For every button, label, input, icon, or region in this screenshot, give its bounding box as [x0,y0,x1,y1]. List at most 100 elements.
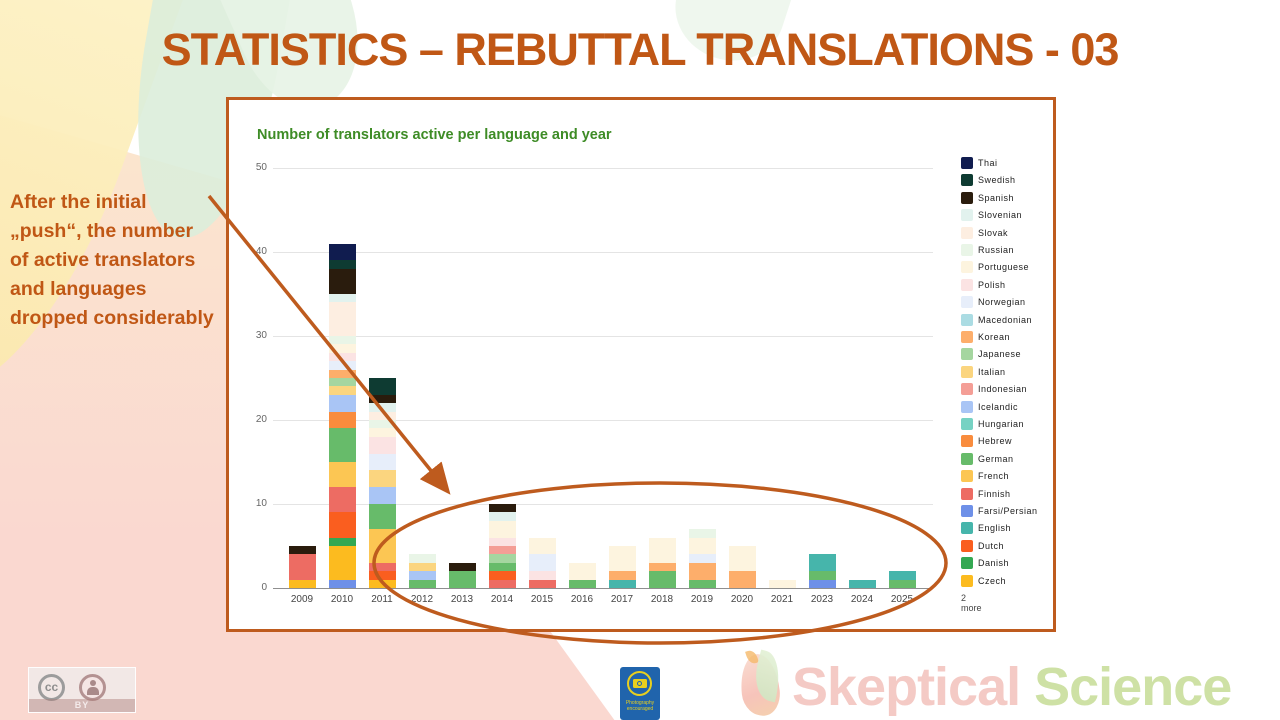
bar-segment-polish [328,352,356,362]
bar-segment-dutch [368,571,396,580]
brand-word-science: Science [1034,657,1232,717]
annotation-line: „push“, the number [10,220,194,242]
bar-segment-english [888,571,916,580]
legend-swatch-icon [961,296,973,309]
bar-segment-icelandic [328,394,356,412]
x-axis-tick-label: 2018 [650,594,674,605]
legend-label: Hungarian [978,419,1025,429]
person-head-icon [90,680,96,686]
bar-segment-slovenian [368,403,396,412]
legend-label: German [978,453,1014,464]
bar-segment-russian [408,554,436,563]
legend-label: Slovenian [978,210,1023,221]
legend-swatch-icon [961,313,973,326]
bar-segment-czech [288,579,316,588]
bar-segment-thai [328,243,356,261]
legend-swatch-icon [961,505,973,517]
legend-swatch-icon [961,157,973,169]
x-axis-tick-label: 2020 [730,594,754,605]
x-axis-tick-label: 2010 [330,594,354,605]
legend-label: Polish [978,279,1006,290]
bar-segment-japanese [488,554,516,563]
bar-segment-slovak [328,302,356,336]
x-axis-tick-label: 2019 [690,594,714,605]
annotation-text: After the initial „push“, the number of … [10,188,242,333]
legend-label: Thai [978,158,998,168]
x-axis-tick-label: 2017 [610,594,634,605]
brand-word-skeptical: Skeptical [792,657,1035,717]
legend-swatch-icon [961,261,973,274]
x-axis-tick-label: 2021 [770,594,794,605]
legend-swatch-icon [961,348,973,361]
bar-segment-korean [608,571,636,580]
bar-segment-polish [488,537,516,546]
x-axis-tick-label: 2015 [530,594,554,605]
gridline [273,168,933,169]
bar-segment-italian [368,470,396,488]
bar-segment-dutch [488,571,516,580]
x-axis-tick-label: 2016 [570,594,594,605]
bar-segment-spanish [368,394,396,404]
x-axis-tick-label: 2012 [410,594,434,605]
legend-label: Macedonian [978,314,1033,325]
legend-label: Farsi/Persian [978,506,1038,516]
bar-segment-german [328,428,356,462]
legend-label: Finnish [978,488,1011,499]
bar-segment-finnish [368,562,396,572]
legend-swatch-icon [961,539,973,552]
legend-swatch-icon [961,435,973,448]
bar-segment-dutch [328,512,356,538]
x-axis-tick-label: 2013 [450,594,474,605]
bar-segment-spanish [288,546,316,555]
legend-label: Italian [978,366,1006,377]
legend-label: Czech [978,575,1007,586]
bar-segment-portuguese [488,520,516,538]
legend-swatch-icon [961,522,973,535]
bar-segment-korean [648,562,676,572]
bar-segment-french [328,462,356,488]
cc-by-label: BY [29,699,135,712]
skeptical-science-flame-icon [737,648,793,720]
bar-segment-indonesian [488,546,516,555]
bar-segment-russian [368,420,396,429]
legend-swatch-icon [961,383,973,396]
annotation-line: of active translators [10,249,196,271]
bar-segment-swedish [328,260,356,269]
bar-segment-english [808,554,836,572]
bar-segment-finnish [288,554,316,580]
bar-segment-danish [328,537,356,546]
gridline [273,252,933,253]
bar-segment-french [368,529,396,563]
bar-segment-spanish [488,504,516,513]
legend-swatch-icon [961,470,973,483]
legend-label: Japanese [978,349,1022,360]
bar-segment-farsi-persian [328,579,356,588]
bar-segment-german [368,504,396,530]
bar-segment-farsi-persian [808,579,836,588]
legend-label: Hebrew [978,436,1013,447]
legend-swatch-icon [961,226,973,239]
bar-segment-norwegian [528,554,556,572]
bar-segment-norwegian [328,361,356,370]
bar-segment-spanish [328,268,356,294]
page-title: STATISTICS – REBUTTAL TRANSLATIONS - 03 [161,24,1120,75]
bar-segment-korean [728,571,756,588]
bar-segment-finnish [488,579,516,588]
bar-segment-hebrew [328,411,356,429]
y-axis-tick-label: 10 [255,498,267,509]
legend-swatch-icon [961,557,973,570]
bar-segment-german [808,571,836,580]
bar-segment-german [888,579,916,588]
bar-segment-italian [328,386,356,395]
annotation-line: After the initial [10,191,147,213]
camera-ring-icon [627,671,652,696]
attribution-person-icon [79,674,106,701]
legend-swatch-icon [961,209,973,222]
bar-segment-portuguese [368,428,396,437]
bar-segment-czech [328,546,356,580]
legend-label: Danish [978,558,1010,569]
bar-segment-english [848,579,876,588]
bar-segment-portuguese [688,537,716,555]
legend-swatch-icon [961,191,973,204]
